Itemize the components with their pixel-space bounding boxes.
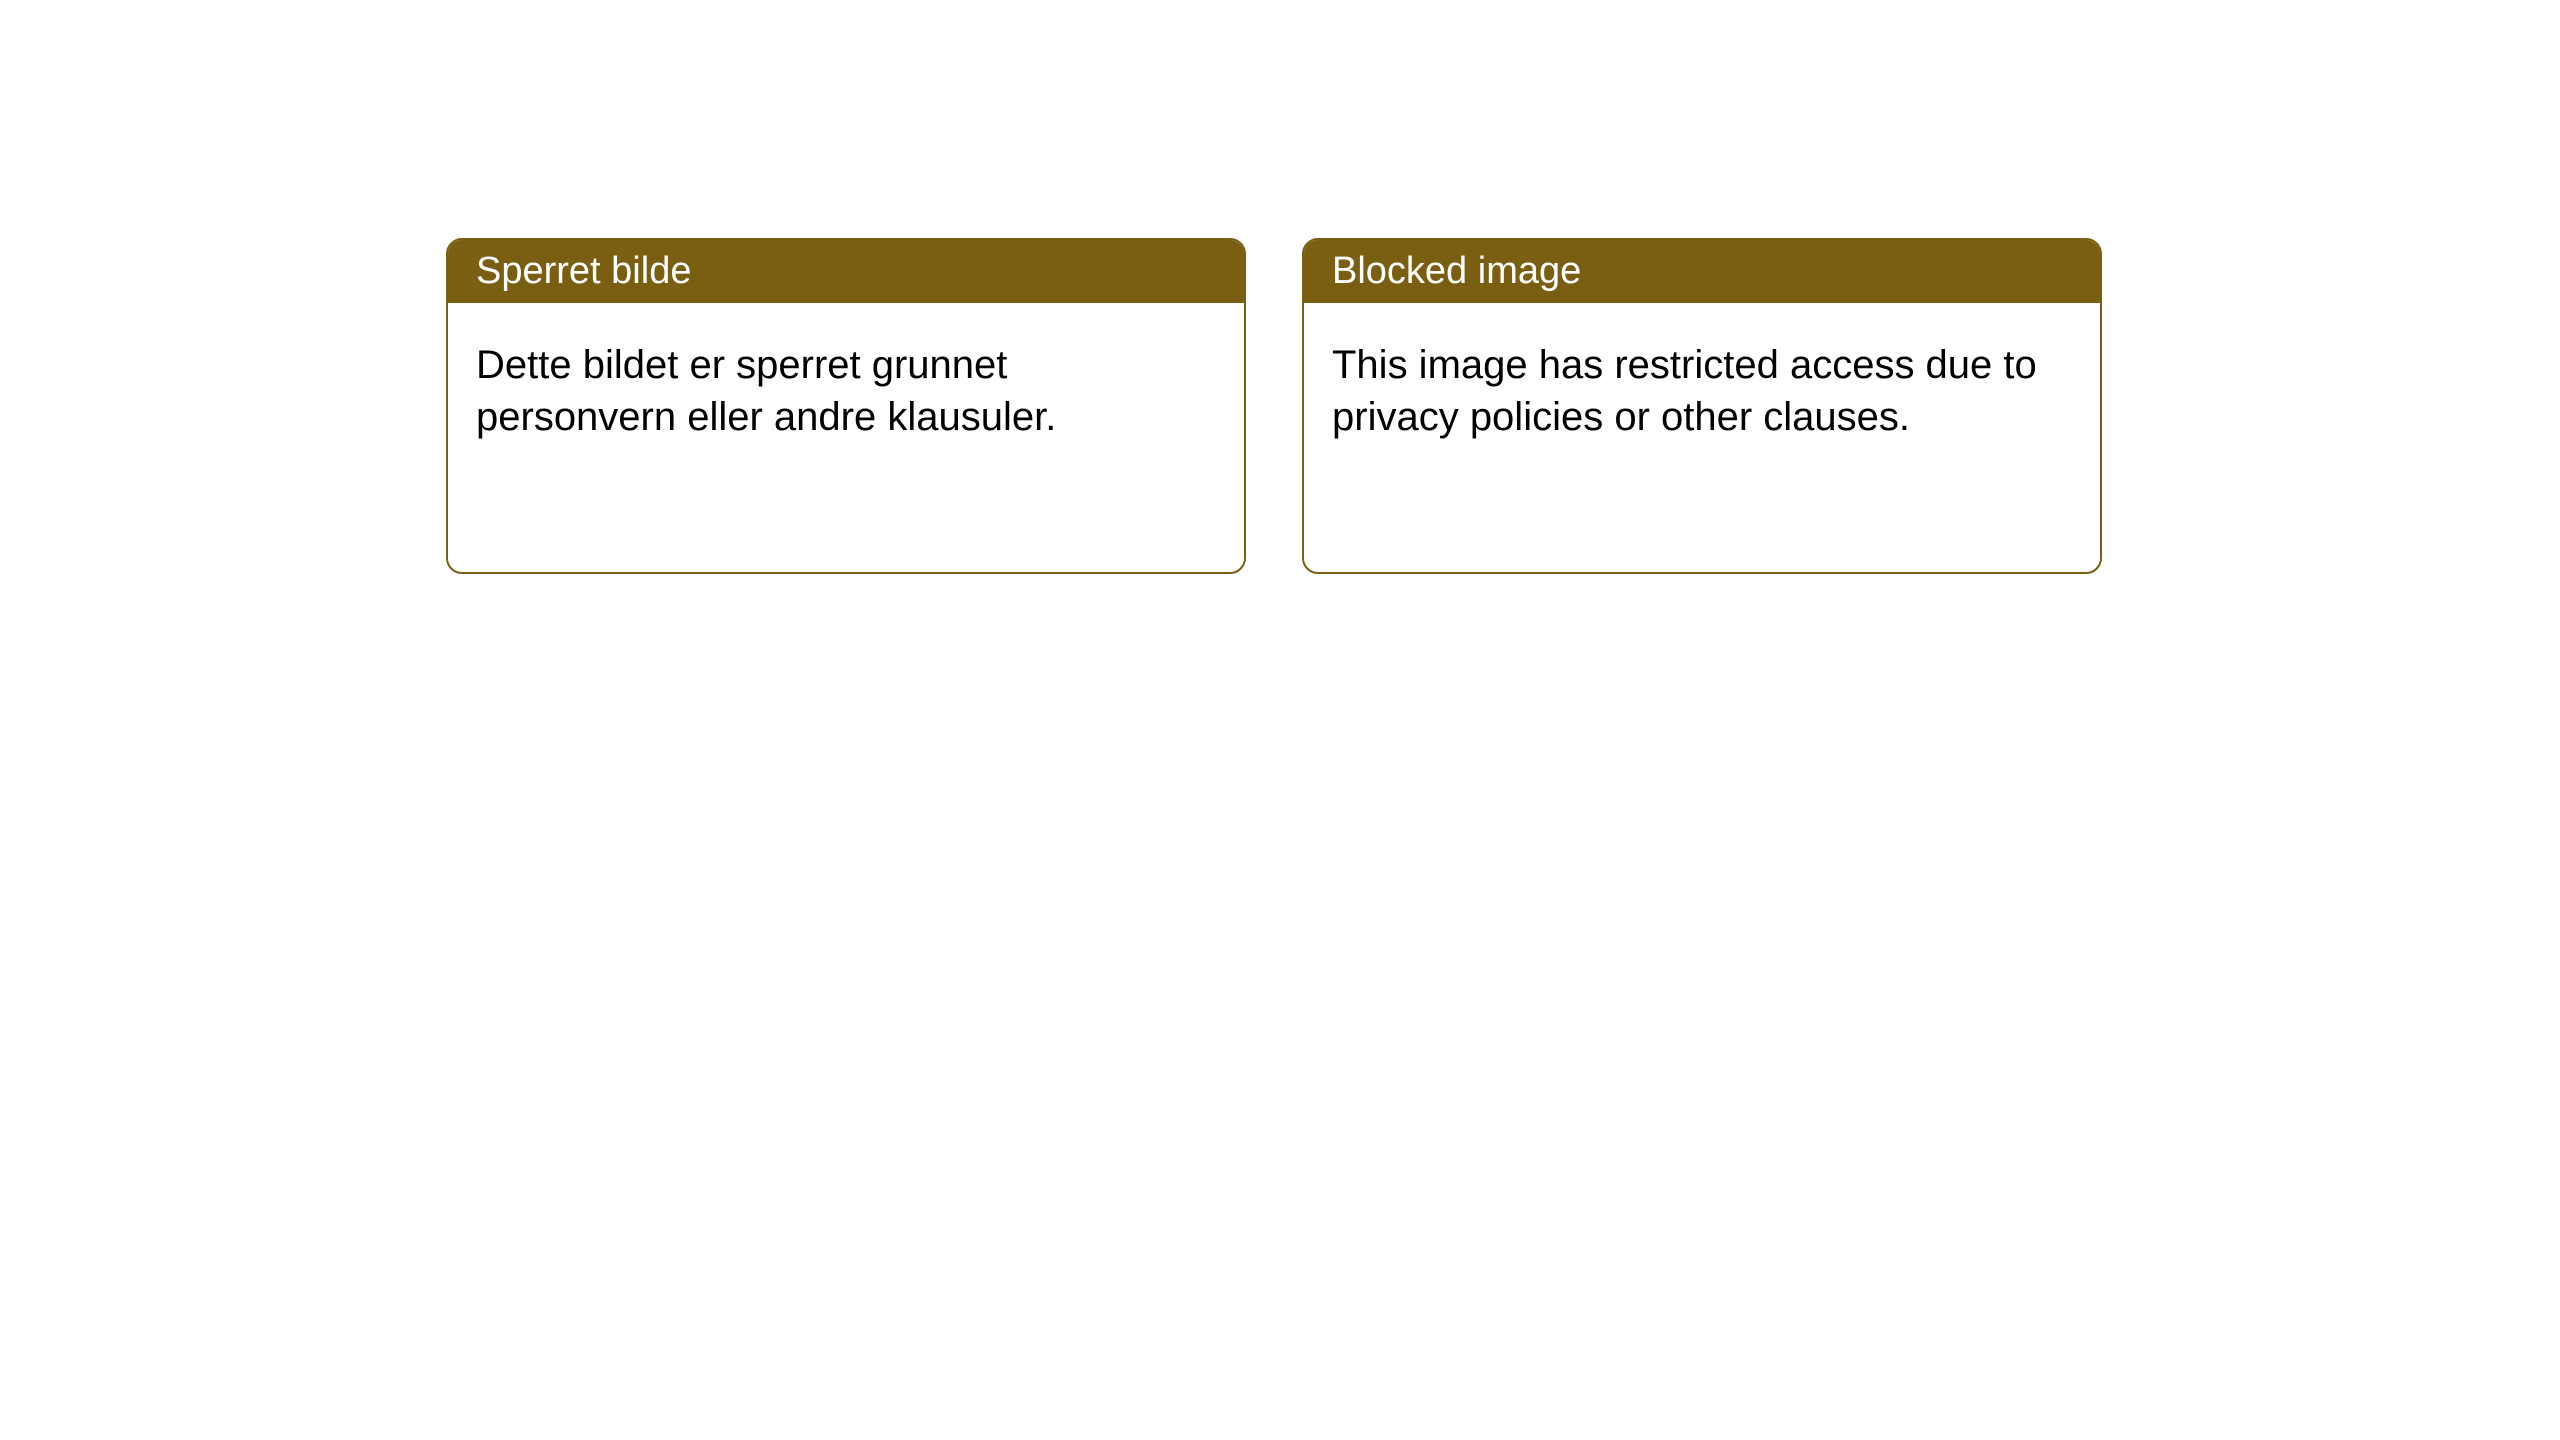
notice-body: This image has restricted access due to … <box>1304 303 2100 479</box>
notice-title: Sperret bilde <box>448 240 1244 303</box>
notice-container: Sperret bilde Dette bildet er sperret gr… <box>0 0 2560 574</box>
notice-card-norwegian: Sperret bilde Dette bildet er sperret gr… <box>446 238 1246 574</box>
notice-card-english: Blocked image This image has restricted … <box>1302 238 2102 574</box>
notice-body: Dette bildet er sperret grunnet personve… <box>448 303 1244 479</box>
notice-title: Blocked image <box>1304 240 2100 303</box>
